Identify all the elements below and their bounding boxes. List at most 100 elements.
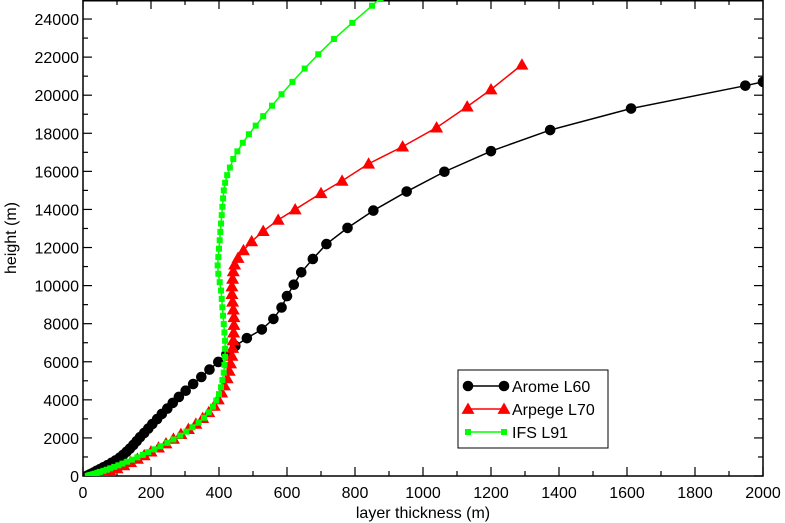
- data-point: [430, 121, 444, 133]
- data-point: [139, 451, 146, 458]
- y-axis-title: height (m): [3, 202, 20, 274]
- data-point: [225, 349, 239, 361]
- data-point: [234, 148, 241, 155]
- data-point: [515, 58, 529, 70]
- data-point: [151, 446, 158, 453]
- data-point: [128, 456, 135, 463]
- data-point: [226, 164, 233, 171]
- plot-area: [82, 0, 764, 477]
- data-point: [239, 139, 246, 146]
- data-point: [115, 462, 122, 469]
- x-axis-title: layer thickness (m): [356, 505, 490, 522]
- data-point: [349, 19, 356, 26]
- data-point: [321, 238, 332, 250]
- data-point: [215, 270, 222, 277]
- data-point: [218, 220, 225, 227]
- data-point: [218, 212, 225, 219]
- data-point: [460, 100, 474, 112]
- data-point: [205, 409, 212, 416]
- data-point: [288, 279, 300, 290]
- legend-item: Arome L60: [462, 379, 590, 396]
- y-tick-label: 4000: [43, 393, 79, 410]
- data-point: [220, 312, 227, 319]
- y-tick-label: 24000: [35, 12, 80, 29]
- data-point: [145, 449, 152, 456]
- data-point: [260, 113, 267, 120]
- data-point: [222, 179, 229, 186]
- data-point: [315, 51, 322, 58]
- data-point: [396, 140, 410, 152]
- data-point: [330, 36, 337, 43]
- legend-marker: [497, 402, 511, 414]
- data-point: [226, 264, 240, 277]
- data-point: [220, 369, 227, 376]
- series-layer: [83, 0, 763, 476]
- data-point: [173, 391, 185, 403]
- data-point: [307, 253, 319, 265]
- data-point: [220, 187, 227, 194]
- data-point: [335, 174, 349, 186]
- data-point: [111, 463, 118, 470]
- x-tick-label: 600: [274, 485, 301, 502]
- data-point: [189, 424, 196, 431]
- data-point: [183, 428, 190, 435]
- data-point: [740, 80, 751, 91]
- data-point: [213, 397, 220, 404]
- data-point: [484, 82, 498, 95]
- x-tick-label: 1000: [405, 485, 441, 502]
- data-point: [301, 65, 308, 72]
- y-tick-label: 22000: [35, 50, 80, 67]
- data-point: [221, 361, 228, 368]
- data-point: [220, 195, 227, 202]
- data-point: [439, 166, 450, 178]
- data-point: [276, 302, 287, 313]
- data-point: [219, 203, 226, 210]
- legend-label: Arome L60: [512, 379, 590, 396]
- data-point: [271, 213, 285, 225]
- data-point: [226, 295, 240, 307]
- data-point: [134, 454, 141, 461]
- data-point: [218, 287, 225, 294]
- data-point: [225, 280, 239, 292]
- legend-item: Arpege L70: [461, 402, 595, 419]
- x-tick-label: 400: [206, 485, 233, 502]
- data-point: [544, 124, 556, 136]
- y-tick-label: 10000: [35, 279, 80, 296]
- data-point: [222, 337, 229, 344]
- data-point: [281, 290, 293, 302]
- data-point: [362, 157, 376, 169]
- data-point: [107, 465, 114, 472]
- data-point: [226, 272, 240, 284]
- data-point: [220, 321, 227, 328]
- data-point: [218, 295, 225, 302]
- data-point: [187, 378, 199, 390]
- data-point: [225, 287, 239, 300]
- legend-marker: [465, 429, 471, 435]
- data-point: [314, 186, 328, 199]
- data-point: [216, 237, 223, 244]
- data-point: [230, 155, 237, 162]
- data-point: [219, 377, 226, 384]
- legend-item: IFS L91: [465, 425, 568, 442]
- data-point: [268, 313, 279, 325]
- data-point: [217, 228, 224, 235]
- data-point: [269, 102, 276, 109]
- data-point: [227, 326, 241, 338]
- data-point: [278, 91, 285, 98]
- y-tick-label: 0: [70, 469, 79, 486]
- x-tick-label: 1800: [677, 485, 713, 502]
- y-tick-label: 8000: [43, 317, 79, 334]
- data-point: [224, 172, 231, 179]
- data-point: [369, 2, 375, 9]
- x-tick-label: 1200: [473, 485, 509, 502]
- data-point: [228, 258, 242, 270]
- data-point: [222, 345, 229, 352]
- x-tick-label: 1600: [609, 485, 645, 502]
- y-tick-label: 2000: [43, 431, 79, 448]
- y-tick-label: 16000: [35, 164, 80, 181]
- x-tick-label: 200: [138, 485, 165, 502]
- data-point: [201, 414, 208, 421]
- data-point: [214, 262, 221, 269]
- data-point: [170, 436, 177, 443]
